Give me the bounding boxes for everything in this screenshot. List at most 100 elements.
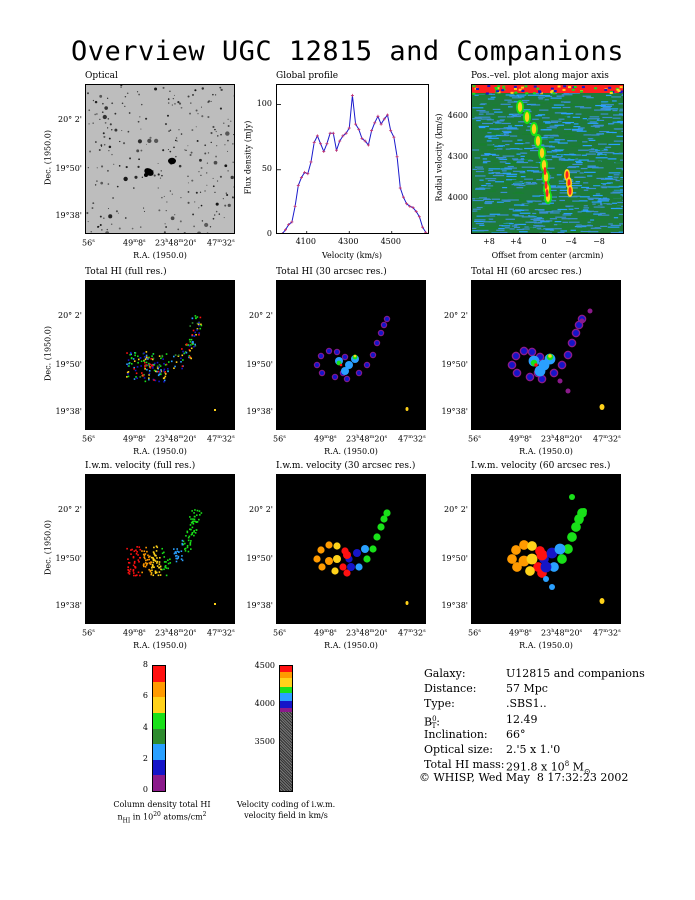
profile-point — [303, 170, 307, 174]
hi_30-map — [276, 280, 426, 430]
profile-point — [408, 204, 412, 208]
hi_full-dec-tick-0: 20° 2' — [57, 311, 82, 320]
density-colorbar — [152, 665, 166, 792]
pv-xtick-label: −8 — [593, 237, 605, 246]
profile-point — [322, 150, 326, 154]
profile-point — [357, 127, 361, 131]
profile-point — [347, 126, 351, 130]
profile-point — [293, 204, 297, 208]
profile-point — [363, 139, 367, 143]
vel_full-xlabel: R.A. (1950.0) — [133, 641, 187, 650]
hi_full-map-svg — [126, 315, 216, 411]
vel_full-ylabel: Dec. (1950.0) — [43, 520, 53, 575]
hi_60-map-svg — [507, 308, 605, 410]
pv-ytick-label: 4600 — [447, 111, 468, 120]
vel_full-ra-tick-0: 56s — [82, 628, 95, 638]
optical-stars — [86, 85, 234, 233]
profile-panel-title: Global profile — [276, 71, 339, 81]
optical-dec-tick-1: 19°50' — [55, 164, 82, 173]
density-colorbar-tick: 4 — [142, 722, 148, 732]
hi_60-dec-tick-2: 19°38' — [441, 407, 468, 416]
profile-point — [376, 114, 380, 118]
optical-dec-tick-0: 20° 2' — [57, 115, 82, 124]
vel_full-ra-tick-2: 23h48m20s — [155, 628, 197, 638]
velocity-colorbar-hatch — [280, 702, 292, 791]
hi_30-dec-tick-2: 19°38' — [246, 407, 273, 416]
profile-point — [411, 206, 415, 210]
pv-svg — [472, 85, 623, 233]
vel_full-ra-tick-3: 47m32s — [207, 628, 235, 638]
profile-point — [395, 155, 399, 159]
velocity-colorbar-label: Velocity coding of i.w.m. — [236, 800, 336, 809]
profile-point — [350, 93, 354, 97]
profile-point — [287, 223, 291, 227]
hi_60-ra-tick-0: 56s — [468, 434, 481, 444]
velocity-colorbar-swatch — [280, 707, 292, 713]
velocity-colorbar-swatch — [280, 678, 292, 687]
velocity-colorbar-units: velocity field in km/s — [244, 811, 328, 820]
vel_30-map-svg — [313, 509, 409, 605]
optical-panel-title: Optical — [85, 71, 118, 81]
profile-xtick-label: 4500 — [380, 237, 401, 246]
profile-point — [389, 129, 393, 133]
velocity-colorbar-swatch — [280, 693, 292, 702]
profile-point — [366, 143, 370, 147]
hi_30-dec-tick-0: 20° 2' — [248, 311, 273, 320]
vel_30-dec-tick-0: 20° 2' — [248, 505, 273, 514]
density-colorbar-tick: 2 — [142, 753, 148, 763]
density-colorbar-swatch — [153, 681, 165, 698]
profile-point — [424, 230, 428, 233]
pv-xlabel: Offset from center (arcmin) — [491, 251, 604, 260]
hi_30-ra-tick-2: 23h48m20s — [346, 434, 388, 444]
hi_full-panel-title: Total HI (full res.) — [85, 267, 167, 277]
profile-ytick-label: 100 — [256, 98, 272, 108]
profile-point — [344, 131, 348, 135]
optical-ylabel: Dec. (1950.0) — [43, 130, 53, 185]
profile-xtick-label: 4300 — [338, 237, 359, 246]
hi_30-ra-tick-0: 56s — [273, 434, 286, 444]
vel_60-ra-tick-1: 49m8s — [509, 628, 532, 638]
hi_60-ra-tick-3: 47m32s — [593, 434, 621, 444]
vel_60-dec-tick-0: 20° 2' — [443, 505, 468, 514]
vel_full-map — [85, 474, 235, 624]
pv-xtick-label: +8 — [483, 237, 495, 246]
vel_full-map-svg — [126, 509, 216, 605]
profile-point — [309, 160, 313, 164]
hi_full-ra-tick-2: 23h48m20s — [155, 434, 197, 444]
vel_30-dec-tick-2: 19°38' — [246, 601, 273, 610]
vel_30-ra-tick-1: 49m8s — [314, 628, 337, 638]
vel_30-dec-tick-1: 19°50' — [246, 554, 273, 563]
density-colorbar-label: Column density total HI — [113, 800, 211, 809]
vel_full-ra-tick-1: 49m8s — [123, 628, 146, 638]
vel_60-map — [471, 474, 621, 624]
vel_30-map — [276, 474, 426, 624]
optical-ra-tick-0: 56s — [82, 238, 95, 248]
vel_30-ra-tick-3: 47m32s — [398, 628, 426, 638]
pv-ytick-label: 4300 — [447, 152, 468, 161]
optical-ra-tick-3: 47m32s — [207, 238, 235, 248]
vel_60-ra-tick-0: 56s — [468, 628, 481, 638]
optical-ra-tick-2: 23h48m20s — [155, 238, 197, 248]
hi_30-ra-tick-3: 47m32s — [398, 434, 426, 444]
density-colorbar-swatch — [153, 744, 165, 760]
profile-point — [382, 117, 386, 121]
hi_60-ra-tick-2: 23h48m20s — [541, 434, 583, 444]
profile-point — [405, 202, 409, 206]
velocity-colorbar-swatch — [280, 671, 292, 679]
pv-ytick-label: 4000 — [447, 193, 468, 202]
velocity-colorbar-swatch — [280, 701, 292, 708]
vel_full-dec-tick-1: 19°50' — [55, 554, 82, 563]
hi_full-ra-tick-3: 47m32s — [207, 434, 235, 444]
hi_full-ra-tick-0: 56s — [82, 434, 95, 444]
density-colorbar-swatch — [153, 728, 165, 745]
profile-xlabel: Velocity (km/s) — [322, 251, 382, 260]
pv-xtick-label: +4 — [510, 237, 522, 246]
velocity-colorbar-tick: 3500 — [254, 737, 275, 746]
profile-point — [331, 131, 335, 135]
hi_30-map-svg — [313, 315, 409, 411]
profile-point — [306, 172, 310, 176]
optical-dec-tick-2: 19°38' — [55, 211, 82, 220]
density-colorbar-tick: 6 — [142, 691, 148, 701]
density-colorbar-units: nHI in 1020 atoms/cm2 — [117, 811, 207, 825]
vel_60-map-svg — [507, 494, 605, 604]
